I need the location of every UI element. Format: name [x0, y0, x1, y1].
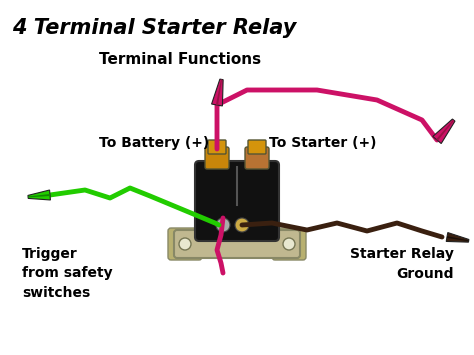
Polygon shape: [436, 120, 454, 141]
Circle shape: [179, 238, 191, 250]
Circle shape: [283, 238, 295, 250]
FancyBboxPatch shape: [168, 228, 202, 260]
Text: Terminal Functions: Terminal Functions: [99, 52, 261, 67]
Text: To Battery (+): To Battery (+): [99, 136, 209, 150]
FancyBboxPatch shape: [248, 140, 266, 154]
FancyBboxPatch shape: [205, 147, 229, 169]
Polygon shape: [447, 236, 469, 241]
Text: Trigger
from safety
switches: Trigger from safety switches: [22, 247, 113, 300]
Polygon shape: [216, 79, 222, 105]
Polygon shape: [28, 194, 50, 197]
FancyBboxPatch shape: [174, 230, 300, 258]
FancyBboxPatch shape: [195, 161, 279, 241]
Text: Starter Relay
Ground: Starter Relay Ground: [350, 247, 454, 280]
Circle shape: [216, 218, 230, 232]
Polygon shape: [446, 233, 469, 242]
Polygon shape: [211, 79, 223, 106]
FancyBboxPatch shape: [208, 140, 226, 154]
Polygon shape: [28, 190, 50, 200]
Text: 4 Terminal Starter Relay: 4 Terminal Starter Relay: [12, 18, 296, 38]
Text: To Starter (+): To Starter (+): [269, 136, 376, 150]
Circle shape: [235, 218, 249, 232]
Polygon shape: [433, 119, 455, 143]
FancyBboxPatch shape: [245, 147, 269, 169]
FancyBboxPatch shape: [272, 228, 306, 260]
